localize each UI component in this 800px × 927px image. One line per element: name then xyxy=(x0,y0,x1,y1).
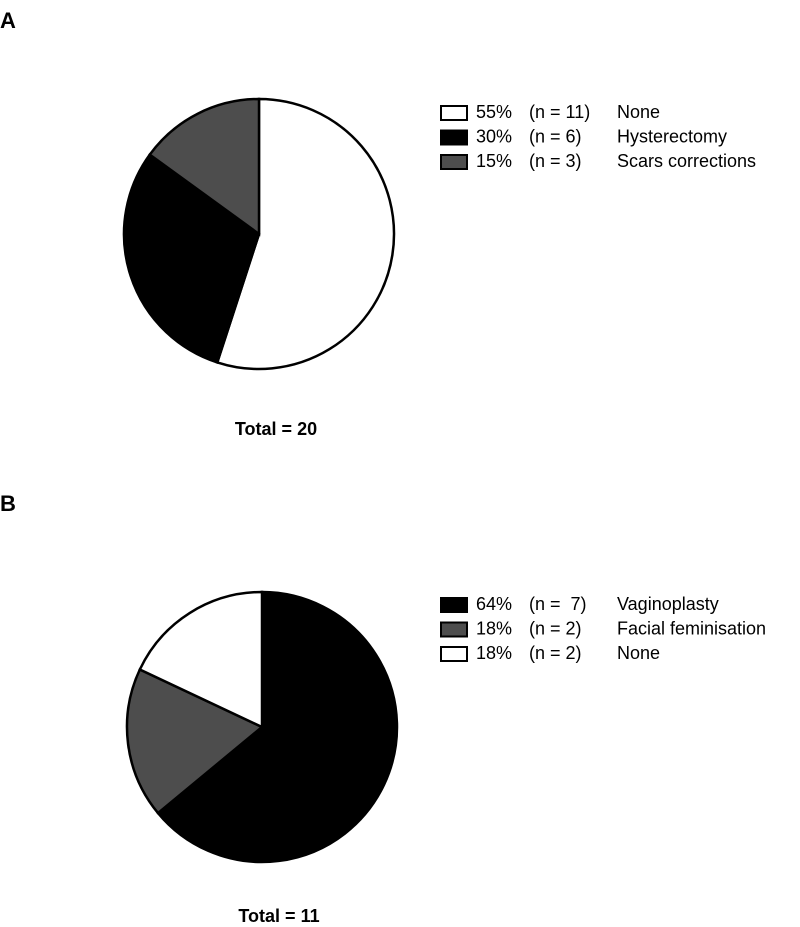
legend-label: None xyxy=(617,643,660,663)
legend-swatch xyxy=(440,105,468,121)
legend-count: (n = 6) xyxy=(529,126,582,146)
legend-count: (n = 2) xyxy=(529,618,582,638)
legend-swatch xyxy=(440,129,468,146)
legend-swatch xyxy=(440,646,468,662)
legend-percent: 64% xyxy=(476,594,512,614)
legend-count: (n = 7) xyxy=(529,594,587,614)
legend-count: (n = 11) xyxy=(529,102,590,122)
legend-label: Scars corrections xyxy=(617,151,756,171)
legend-swatch xyxy=(440,154,468,170)
legend-percent: 30% xyxy=(476,126,512,146)
pie-slice xyxy=(215,97,396,371)
legend-percent: 55% xyxy=(476,102,512,122)
legend-count: (n = 2) xyxy=(529,643,582,663)
pie-slice xyxy=(138,590,264,729)
legend-count: (n = 3) xyxy=(529,151,582,171)
legend-swatch xyxy=(440,597,468,613)
legend-label: Hysterectomy xyxy=(617,126,727,146)
legend-label: Vaginoplasty xyxy=(617,594,719,614)
total-label: Total = 11 xyxy=(238,906,319,926)
pie-slice xyxy=(156,590,399,864)
pie-slice xyxy=(122,152,261,364)
panel-label: A xyxy=(0,8,16,33)
legend-label: Facial feminisation xyxy=(617,618,766,638)
legend-percent: 18% xyxy=(476,618,512,638)
legend-percent: 18% xyxy=(476,643,512,663)
legend-label: None xyxy=(617,102,660,122)
panel-label: B xyxy=(0,491,16,516)
legend-percent: 15% xyxy=(476,151,512,171)
pie-slice xyxy=(125,667,265,815)
legend-swatch xyxy=(440,621,468,638)
total-label: Total = 20 xyxy=(235,419,317,439)
pie-slice xyxy=(148,97,261,237)
